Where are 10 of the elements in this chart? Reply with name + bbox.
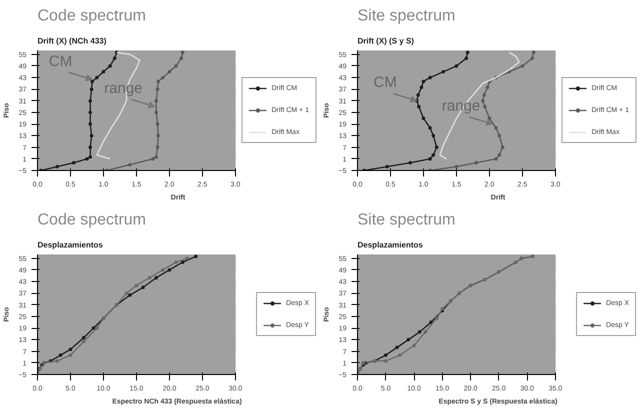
annotation: CM [374,74,397,92]
chart-title: Code spectrum [38,212,146,228]
chart-subtitle: Desplazamientos [358,240,424,250]
chart-subtitle: Drift (X) (S y S) [358,36,414,46]
chart-title: Site spectrum [358,8,456,24]
chart-subtitle: Drift (X) (NCh 433) [38,36,107,46]
chart-subtitle: Desplazamientos [38,240,104,250]
chart-title: Site spectrum [358,212,456,228]
chart-title: Code spectrum [38,8,146,24]
annotation: CM [48,52,72,70]
